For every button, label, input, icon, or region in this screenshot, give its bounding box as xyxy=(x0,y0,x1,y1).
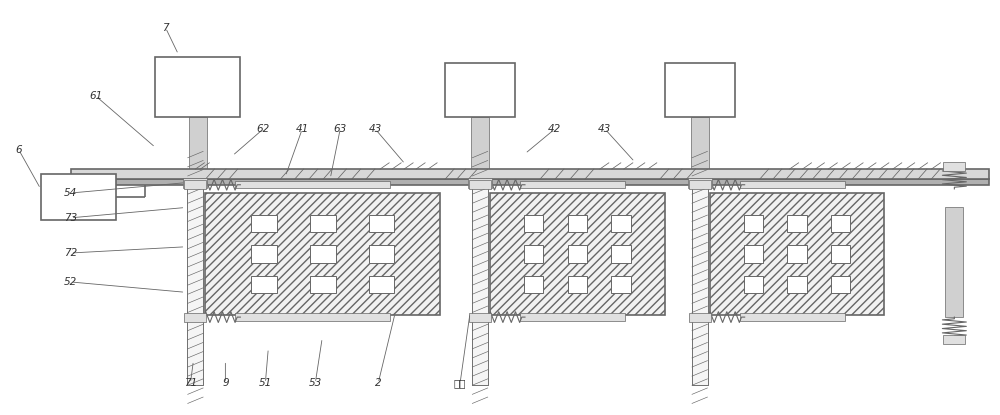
Bar xyxy=(689,180,711,189)
Bar xyxy=(520,313,625,321)
Bar xyxy=(611,246,631,263)
Bar xyxy=(831,246,850,263)
Bar xyxy=(235,181,390,188)
Bar xyxy=(524,215,543,232)
Bar xyxy=(310,215,336,232)
Text: 52: 52 xyxy=(64,277,77,287)
Bar xyxy=(472,185,488,386)
Text: 73: 73 xyxy=(64,213,77,223)
Text: 2: 2 xyxy=(375,378,381,388)
Bar xyxy=(472,185,488,386)
Bar xyxy=(665,63,735,117)
Bar xyxy=(740,181,845,188)
Bar xyxy=(205,193,440,315)
Bar xyxy=(945,208,963,317)
Bar xyxy=(744,215,763,232)
Bar xyxy=(744,246,763,263)
Bar xyxy=(71,179,989,185)
Bar xyxy=(831,215,850,232)
Bar xyxy=(611,215,631,232)
Text: 62: 62 xyxy=(257,124,270,134)
Text: 53: 53 xyxy=(309,378,322,388)
Text: 71: 71 xyxy=(184,378,197,388)
Bar xyxy=(524,246,543,263)
Bar xyxy=(611,276,631,293)
Text: 63: 63 xyxy=(334,124,347,134)
Text: 商品: 商品 xyxy=(454,378,466,388)
Bar xyxy=(490,193,665,315)
Bar xyxy=(710,193,884,315)
Bar xyxy=(744,276,763,293)
Text: 43: 43 xyxy=(598,124,611,134)
Bar xyxy=(568,246,587,263)
Bar xyxy=(469,312,491,322)
Bar xyxy=(471,117,489,169)
Bar xyxy=(189,117,207,169)
Bar xyxy=(689,312,711,322)
Bar xyxy=(524,276,543,293)
Bar xyxy=(187,185,203,386)
Text: 6: 6 xyxy=(15,144,22,155)
Text: 54: 54 xyxy=(64,188,77,198)
Bar xyxy=(787,276,807,293)
Bar xyxy=(568,215,587,232)
Text: 41: 41 xyxy=(296,124,309,134)
Bar xyxy=(943,335,965,344)
Bar xyxy=(943,161,965,171)
Bar xyxy=(787,215,807,232)
Bar xyxy=(520,181,625,188)
Bar xyxy=(235,313,390,321)
Bar xyxy=(310,276,336,293)
Bar xyxy=(692,185,708,386)
Bar xyxy=(251,276,277,293)
Bar xyxy=(184,180,206,189)
Bar xyxy=(369,215,394,232)
Bar xyxy=(251,246,277,263)
Bar xyxy=(688,178,712,188)
Bar xyxy=(187,185,203,386)
Text: 7: 7 xyxy=(162,22,169,33)
Bar xyxy=(787,246,807,263)
Text: 42: 42 xyxy=(548,124,562,134)
Bar xyxy=(310,246,336,263)
Bar xyxy=(692,185,708,386)
Text: 9: 9 xyxy=(222,378,229,388)
Text: 72: 72 xyxy=(64,248,77,258)
Bar xyxy=(468,178,492,188)
Text: 51: 51 xyxy=(259,378,272,388)
Text: 43: 43 xyxy=(369,124,382,134)
Bar xyxy=(445,63,515,117)
Bar xyxy=(184,312,206,322)
Bar xyxy=(469,180,491,189)
Bar xyxy=(831,276,850,293)
Bar xyxy=(740,313,845,321)
Bar xyxy=(155,56,240,117)
Bar xyxy=(369,276,394,293)
Bar xyxy=(183,178,207,188)
Bar xyxy=(369,246,394,263)
Bar xyxy=(41,174,116,220)
Bar xyxy=(71,169,989,179)
Bar xyxy=(568,276,587,293)
Bar xyxy=(251,215,277,232)
Bar xyxy=(691,117,709,169)
Text: 61: 61 xyxy=(89,91,102,101)
